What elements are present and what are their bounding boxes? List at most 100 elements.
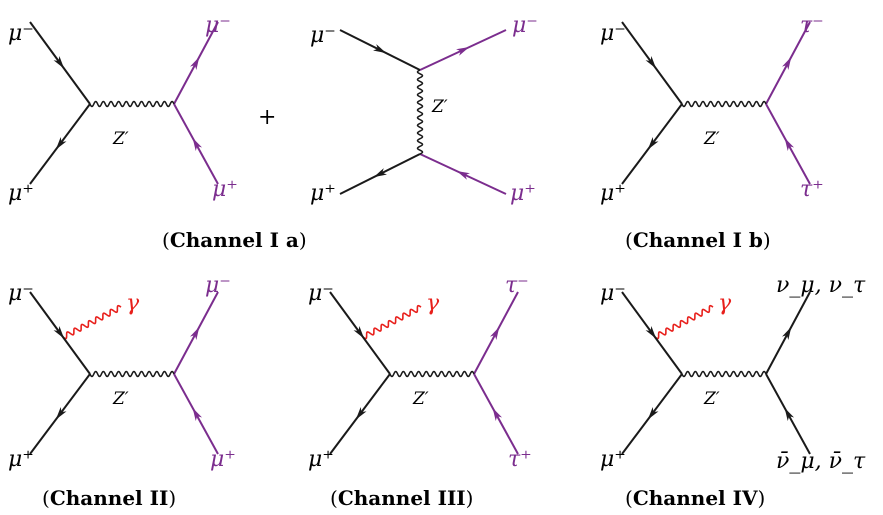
fermion-arrow [189, 56, 200, 70]
label-antineutrinos: ν̄_μ, ν̄_τ [776, 449, 866, 474]
fermion-arrow [456, 47, 470, 56]
fermion-line-incoming-mu-plus [339, 153, 421, 195]
fermion-arrow [55, 407, 67, 420]
diagram-channel-3: μ⁻ μ⁺ τ⁻ τ⁺ Z′ γ [308, 273, 532, 472]
fermion-line-incoming-mu-minus [621, 291, 683, 375]
fermion-line-incoming-mu-minus [29, 291, 91, 375]
fermion-line-incoming-mu-minus [29, 21, 91, 105]
fermion-line-outgoing-top [173, 21, 219, 105]
label-tau-minus: τ⁻ [800, 13, 824, 38]
z-prime-propagator [681, 370, 767, 378]
fermion-arrow [53, 56, 65, 69]
fermion-line-incoming-mu-plus [29, 103, 91, 185]
fermion-line-incoming-mu-plus [29, 373, 91, 455]
z-prime-propagator [416, 69, 424, 155]
fermion-line-outgoing-bottom [173, 103, 219, 185]
label-mu-minus-out: μ⁻ [512, 13, 538, 38]
fermion-line-incoming-mu-plus [621, 373, 683, 455]
fermion-arrow [355, 407, 367, 420]
fermion-arrow [784, 137, 795, 151]
caption-channel-1a: (Channel I a) [162, 228, 307, 252]
fermion-line-outgoing-top [473, 291, 519, 375]
z-prime-propagator [389, 370, 475, 378]
label-mu-minus: μ⁻ [8, 281, 34, 306]
fermion-line-incoming-mu-minus [621, 21, 683, 105]
label-tau-minus: τ⁻ [505, 273, 529, 298]
fermion-line-incoming-mu-minus [339, 29, 421, 71]
caption-channel-4: (Channel IV) [625, 486, 765, 510]
label-gamma: γ [426, 291, 440, 316]
photon-line [362, 304, 422, 340]
label-mu-minus: μ⁻ [8, 21, 34, 46]
label-mu-plus: μ⁺ [600, 181, 626, 206]
fermion-arrow [55, 137, 67, 150]
fermion-arrow [192, 137, 203, 151]
photon-line [62, 304, 122, 340]
fermion-arrow [781, 326, 792, 340]
label-z-prime: Z′ [412, 389, 429, 409]
caption-channel-1b: (Channel I b) [625, 228, 771, 252]
fermion-line-outgoing-bottom [765, 373, 811, 455]
z-prime-propagator [89, 100, 175, 108]
label-mu-minus: μ⁻ [600, 281, 626, 306]
fermion-arrow [373, 168, 387, 178]
fermion-arrow [373, 44, 387, 54]
fermion-line-incoming-mu-minus [329, 291, 391, 375]
label-z-prime: Z′ [703, 389, 720, 409]
label-z-prime: Z′ [112, 389, 129, 409]
label-z-prime: Z′ [431, 97, 448, 117]
label-mu-plus-out: μ⁺ [212, 177, 238, 202]
diagram-channel-1a-t: μ⁻ μ⁺ μ⁻ μ⁺ Z′ [310, 13, 538, 206]
label-tau-plus: τ⁺ [800, 177, 824, 202]
fermion-arrow [456, 171, 470, 180]
fermion-line-outgoing-top [765, 291, 811, 375]
plus-sign: + [258, 105, 276, 130]
label-mu-minus: μ⁻ [310, 23, 336, 48]
fermion-arrow [489, 326, 500, 340]
fermion-line-outgoing-bottom [173, 373, 219, 455]
diagram-channel-1a-s: μ⁻ μ⁺ μ⁻ μ⁺ Z′ [8, 13, 238, 206]
fermion-arrow [645, 56, 657, 69]
fermion-line-incoming-mu-plus [329, 373, 391, 455]
label-gamma: γ [126, 291, 140, 316]
diagram-channel-1b: μ⁻ μ⁺ τ⁻ τ⁺ Z′ [600, 13, 824, 206]
fermion-arrow [784, 407, 795, 421]
fermion-line-outgoing-bottom [765, 103, 811, 185]
fermion-line-outgoing-mu-minus [419, 29, 507, 71]
fermion-line-outgoing-top [173, 291, 219, 375]
fermion-line-outgoing-bottom [473, 373, 519, 455]
label-mu-plus: μ⁺ [308, 447, 334, 472]
label-mu-plus-out: μ⁺ [210, 447, 236, 472]
z-prime-propagator [681, 100, 767, 108]
label-mu-plus: μ⁺ [600, 447, 626, 472]
label-neutrinos: ν_μ, ν_τ [776, 273, 866, 298]
fermion-arrow [645, 326, 657, 339]
fermion-line-outgoing-mu-plus [419, 153, 507, 195]
label-z-prime: Z′ [112, 129, 129, 149]
diagram-channel-4: μ⁻ μ⁺ ν_μ, ν_τ ν̄_μ, ν̄_τ Z′ γ [600, 273, 866, 474]
caption-channel-3: (Channel III) [330, 486, 473, 510]
label-mu-minus-out: μ⁻ [205, 13, 231, 38]
diagram-channel-2: μ⁻ μ⁺ μ⁻ μ⁺ Z′ γ [8, 273, 236, 472]
label-mu-minus: μ⁻ [308, 281, 334, 306]
fermion-line-outgoing-top [765, 21, 811, 105]
fermion-arrow [189, 326, 200, 340]
label-mu-plus: μ⁺ [8, 447, 34, 472]
label-mu-plus: μ⁺ [8, 181, 34, 206]
fermion-arrow [492, 407, 503, 421]
label-mu-minus: μ⁻ [600, 21, 626, 46]
label-tau-plus: τ⁺ [508, 447, 532, 472]
photon-line [654, 304, 714, 340]
label-mu-plus: μ⁺ [310, 181, 336, 206]
fermion-arrow [647, 137, 659, 150]
caption-channel-2: (Channel II) [42, 486, 176, 510]
fermion-arrow [781, 56, 792, 70]
fermion-arrow [353, 326, 365, 339]
fermion-arrow [53, 326, 65, 339]
label-mu-plus-out: μ⁺ [510, 181, 536, 206]
fermion-line-incoming-mu-plus [621, 103, 683, 185]
fermion-arrow [647, 407, 659, 420]
label-z-prime: Z′ [703, 129, 720, 149]
label-gamma: γ [718, 291, 732, 316]
